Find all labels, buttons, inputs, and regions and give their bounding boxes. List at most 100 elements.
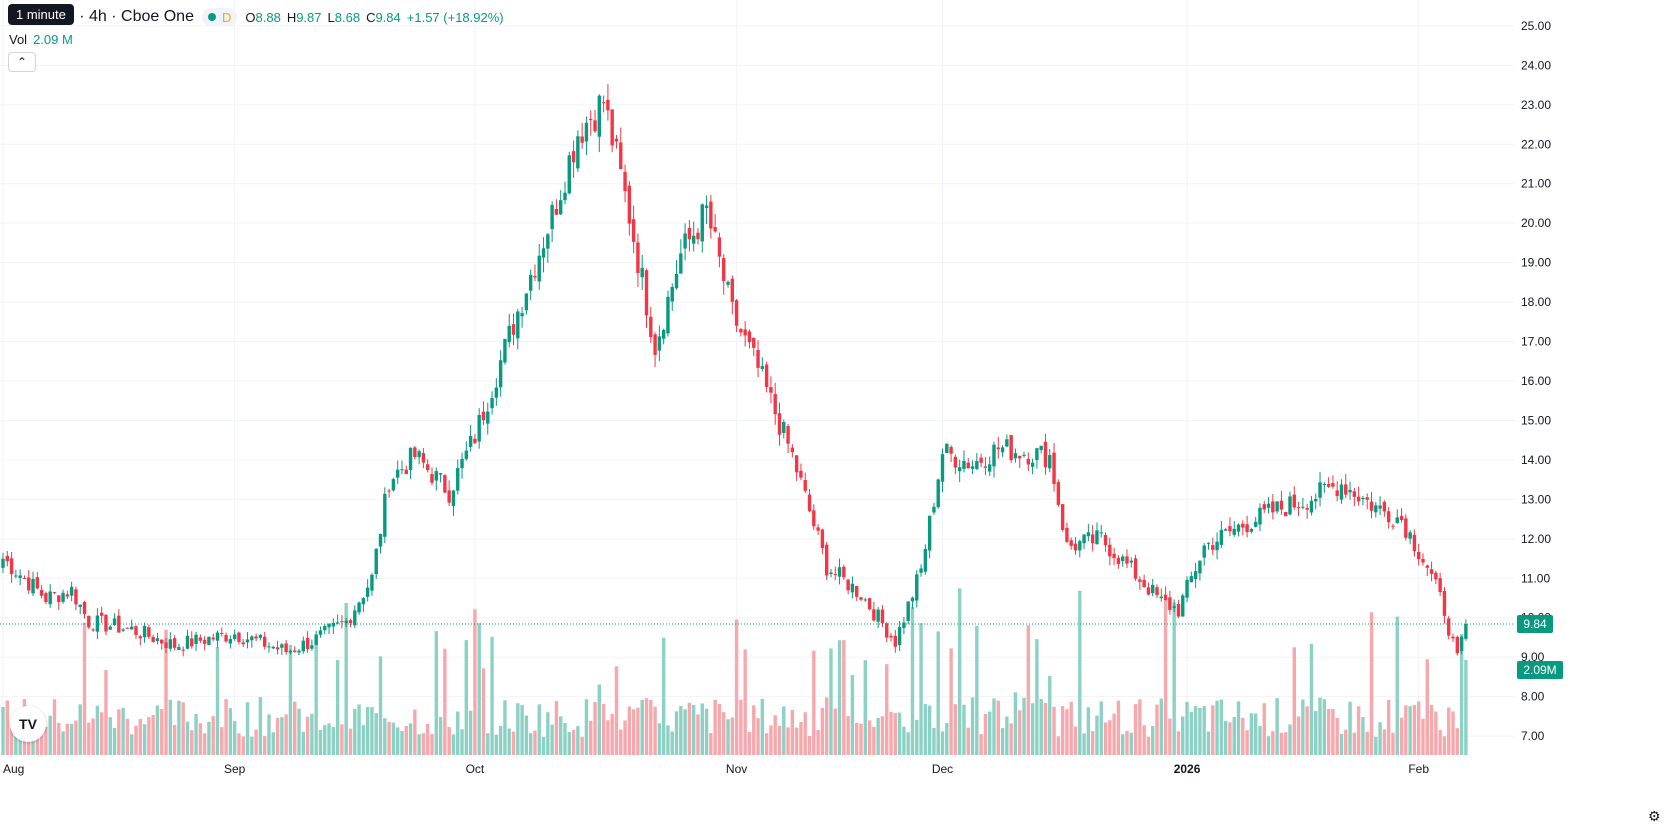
volume-bar (567, 732, 571, 755)
candle-body (623, 171, 627, 192)
volume-bar (387, 721, 391, 755)
volume-bar (1078, 590, 1082, 755)
candle-body (1404, 518, 1408, 538)
ohlc-low: L8.68 (328, 10, 361, 25)
volume-bar (1331, 709, 1335, 755)
volume-bar (1022, 697, 1026, 755)
volume-bar (1301, 699, 1305, 755)
candle-body (1412, 534, 1417, 552)
volume-bar (202, 733, 207, 755)
volume-bar (1271, 731, 1275, 755)
candle-body (1185, 580, 1189, 598)
candle-body (567, 155, 571, 194)
volume-bar (1408, 706, 1412, 755)
candle-body (1000, 447, 1005, 453)
interval-tooltip: 1 minute (8, 4, 74, 25)
volume-bar (177, 700, 181, 755)
candle-body (897, 626, 902, 646)
gear-icon[interactable]: ⚙ (1648, 808, 1661, 824)
candle-body (610, 109, 614, 146)
volume-bar (850, 675, 855, 755)
volume-bar (726, 719, 730, 755)
candle-body (318, 630, 323, 635)
candle-body (104, 614, 108, 632)
candle-body (636, 242, 640, 274)
candle-body (1176, 603, 1181, 617)
candle-body (846, 579, 850, 591)
candle-body (657, 336, 662, 351)
candle-body (383, 493, 387, 537)
candle-body (1112, 553, 1116, 559)
candle-body (172, 638, 177, 648)
volume-bar (962, 704, 966, 755)
volume-bar (1163, 599, 1168, 755)
volume-bar (443, 648, 447, 755)
candle-body (151, 636, 155, 642)
volume-bar (408, 723, 413, 755)
volume-bar (743, 649, 747, 755)
candle-body (314, 634, 318, 645)
candle-body (258, 634, 263, 638)
volume-bar (318, 729, 323, 755)
volume-bar (340, 724, 344, 755)
volume-bar (1314, 711, 1318, 755)
y-tick-label: 7.00 (1521, 729, 1545, 743)
candle-body (764, 364, 769, 388)
volume-bar (606, 720, 610, 755)
candle-body (932, 506, 936, 513)
volume-bar (636, 707, 640, 755)
volume-bar (275, 718, 280, 755)
candle-body (1305, 508, 1309, 510)
tradingview-logo[interactable]: TV (10, 706, 46, 742)
volume-bar (786, 727, 790, 755)
candle-body (1172, 606, 1176, 608)
volume-bar (1185, 701, 1189, 755)
volume-bar (1211, 705, 1215, 755)
candle-body (580, 136, 584, 143)
candle-body (584, 122, 589, 142)
volume-bar (477, 623, 481, 755)
market-status-badge[interactable]: D (201, 8, 238, 26)
candle-body (966, 462, 970, 469)
candle-body (829, 572, 833, 574)
candle-body (1095, 530, 1099, 545)
candle-body (262, 636, 267, 647)
volume-bar (601, 703, 606, 755)
candle-body (949, 446, 953, 454)
low-label: L (327, 9, 335, 25)
candle-body (614, 138, 619, 142)
volume-bar (27, 731, 31, 755)
candle-body (1211, 545, 1215, 550)
volume-bar (434, 631, 438, 755)
candle-body (1408, 532, 1412, 539)
candle-body (820, 529, 825, 549)
volume-bar (782, 706, 786, 755)
candle-body (297, 650, 301, 653)
candle-body (782, 421, 786, 433)
candle-body (1322, 484, 1327, 486)
volume-bar (1159, 698, 1163, 755)
volume-bar (142, 724, 147, 755)
candle-body (91, 629, 95, 631)
volume-bar (872, 727, 876, 755)
volume-bar (1442, 736, 1447, 755)
ohlc-close: C9.84 (366, 10, 401, 25)
candle-body (443, 475, 447, 493)
volume-bar (550, 724, 554, 755)
candle-body (327, 624, 331, 628)
collapse-legend-button[interactable]: ⌃ (8, 52, 36, 72)
last-volume-label: 2.09M (1523, 663, 1556, 677)
candle-body (709, 201, 713, 229)
candle-body (1374, 505, 1378, 513)
market-open-dot-icon (207, 13, 216, 21)
volume-bar (1395, 616, 1399, 755)
volume-legend: Vol 2.09 M (9, 32, 73, 47)
volume-bar (927, 705, 932, 755)
candle-body (631, 219, 636, 242)
volume-bar (1288, 724, 1292, 755)
volume-bar (1112, 713, 1116, 755)
volume-bar (99, 712, 104, 755)
volume-bar (644, 698, 649, 755)
candle-body (906, 601, 910, 621)
